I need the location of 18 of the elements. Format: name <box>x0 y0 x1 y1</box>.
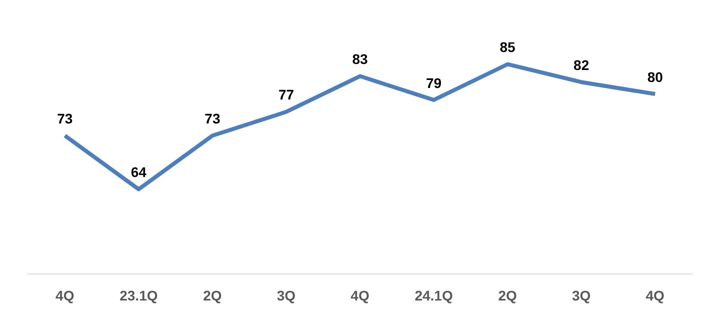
x-tick-label: 4Q <box>350 287 370 304</box>
data-label: 73 <box>204 110 220 127</box>
x-tick-label: 23.1Q <box>120 287 158 304</box>
data-label: 79 <box>426 74 442 91</box>
data-label: 80 <box>647 68 664 85</box>
data-label: 64 <box>130 164 147 180</box>
x-tick-label: 4Q <box>56 287 74 304</box>
data-label: 82 <box>574 56 590 73</box>
data-label: 77 <box>278 86 294 103</box>
data-label: 73 <box>57 110 73 127</box>
x-tick-label: 4Q <box>646 287 665 304</box>
x-tick-label: 3Q <box>572 287 591 304</box>
x-tick-label: 2Q <box>203 287 222 304</box>
x-tick-label: 2Q <box>498 287 517 304</box>
x-tick-label: 3Q <box>276 287 296 304</box>
data-label: 83 <box>352 51 368 67</box>
x-tick-label: 24.1Q <box>414 287 453 304</box>
data-label: 85 <box>500 39 516 56</box>
